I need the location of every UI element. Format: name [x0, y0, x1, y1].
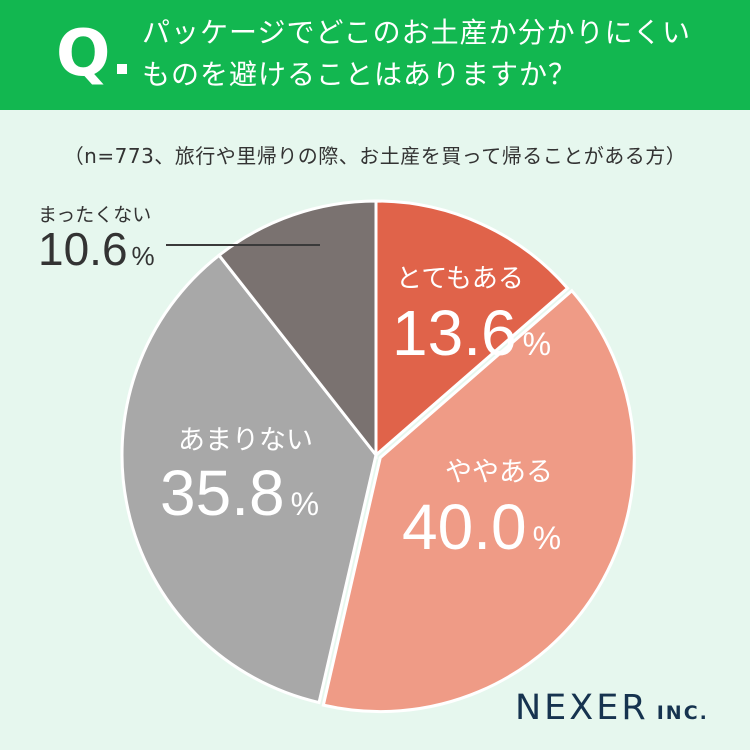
leader-line [166, 244, 320, 246]
sample-note: （n=773、旅行や里帰りの際、お土産を買って帰ることがある方） [63, 144, 687, 168]
slice-unit-notmuch: % [290, 486, 320, 522]
slice-unit-somewhat: % [532, 520, 562, 556]
slice-pct-notatall: 10.6% [38, 222, 155, 276]
slice-unit-notatall: % [131, 241, 155, 271]
slice-label-very: とてもある [396, 264, 524, 294]
slice-label-notatall: まったくない [38, 204, 152, 226]
slice-label-somewhat: ややある [445, 457, 553, 488]
pie-slice-somewhat [321, 288, 636, 714]
q-dot [117, 64, 127, 74]
brand-name: NEXER [515, 688, 649, 728]
slice-value-very: 13.6 [392, 297, 517, 369]
slice-unit-very: % [522, 326, 552, 362]
pie-slice-very [374, 199, 570, 459]
slice-label-notmuch: あまりない [178, 425, 313, 456]
slice-value-notmuch: 35.8 [160, 457, 285, 529]
brand-logo: NEXER INC. [515, 688, 709, 728]
slice-value-somewhat: 40.0 [402, 491, 527, 563]
pie-slice-notmuch [120, 253, 378, 705]
slice-pct-notmuch: 35.8% [160, 456, 319, 530]
slice-pct-very: 13.6% [392, 296, 551, 370]
question-header: Q パッケージでどこのお土産か分かりにくい ものを避けることはありますか？ [0, 0, 750, 110]
question-line-1: パッケージでどこのお土産か分かりにくい [142, 16, 692, 49]
brand-suffix: INC. [656, 702, 709, 724]
slice-pct-somewhat: 40.0% [402, 490, 561, 564]
pie-slice-notatall [216, 199, 378, 460]
slice-value-notatall: 10.6 [38, 223, 128, 275]
q-mark: Q [56, 17, 111, 91]
question-line-2: ものを避けることはありますか？ [142, 58, 578, 91]
